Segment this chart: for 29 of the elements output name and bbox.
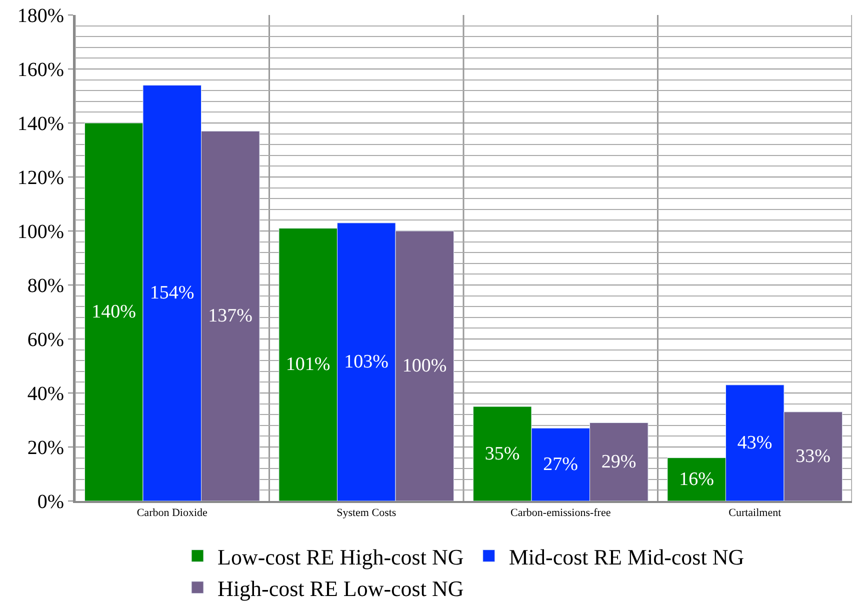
- data-label: 27%: [543, 454, 578, 476]
- y-tick-label: 140%: [17, 113, 64, 135]
- y-tick-label: 180%: [17, 5, 64, 27]
- x-tick-label: Carbon Dioxide: [136, 507, 208, 520]
- y-tick-label: 20%: [27, 437, 64, 459]
- data-label: 43%: [737, 432, 772, 454]
- y-tick-label: 60%: [27, 329, 64, 351]
- data-label: 103%: [344, 351, 389, 372]
- data-label: 137%: [208, 306, 253, 327]
- y-tick-label: 40%: [27, 383, 64, 405]
- y-tick-label: 160%: [17, 59, 64, 81]
- data-label: 35%: [484, 443, 520, 464]
- data-label: 33%: [796, 446, 831, 467]
- y-tick-label: 0%: [37, 491, 64, 513]
- y-tick-label: 100%: [17, 221, 64, 243]
- data-label: 29%: [601, 451, 636, 472]
- data-label: 100%: [402, 356, 447, 376]
- x-tick-label: Carbon-emissions-free: [510, 507, 611, 520]
- y-tick-label: 120%: [17, 167, 64, 189]
- legend-label: Low-cost RE High-cost NG: [218, 544, 464, 570]
- data-label: 101%: [286, 354, 330, 376]
- x-tick-label: Curtailment: [728, 507, 782, 520]
- data-label: 154%: [150, 282, 194, 304]
- y-tick-label: 80%: [27, 275, 64, 297]
- legend-label: Mid-cost RE Mid-cost NG: [508, 544, 744, 570]
- data-label: 16%: [679, 468, 714, 490]
- legend-label: High-cost RE Low-cost NG: [218, 576, 464, 601]
- x-tick-label: System Costs: [336, 507, 396, 520]
- data-label: 140%: [92, 302, 136, 322]
